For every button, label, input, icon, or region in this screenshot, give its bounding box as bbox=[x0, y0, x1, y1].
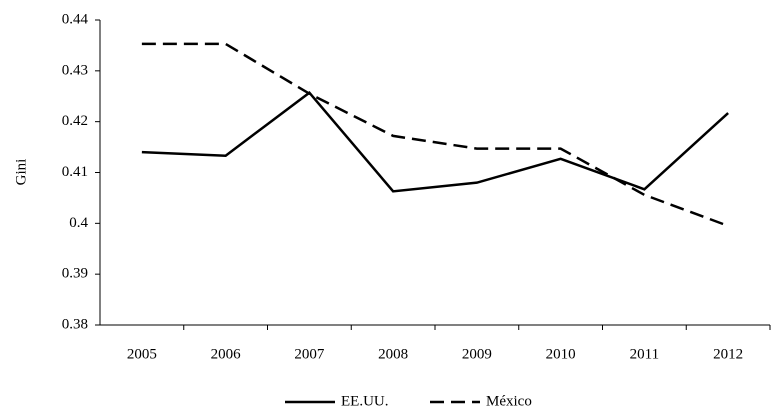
x-tick-label: 2005 bbox=[127, 346, 157, 362]
y-tick-label: 0.39 bbox=[62, 266, 88, 282]
y-tick-label: 0.43 bbox=[62, 62, 88, 78]
y-tick-label: 0.38 bbox=[62, 316, 88, 332]
y-axis-label: Gini bbox=[13, 159, 29, 186]
legend-label: México bbox=[486, 393, 532, 409]
legend-label: EE.UU. bbox=[341, 393, 389, 409]
x-tick-label: 2007 bbox=[294, 346, 325, 362]
y-tick-label: 0.4 bbox=[69, 215, 88, 231]
x-tick-label: 2012 bbox=[713, 346, 743, 362]
series-line bbox=[141, 42, 729, 228]
x-tick-label: 2009 bbox=[462, 346, 492, 362]
x-tick-label: 2006 bbox=[211, 346, 242, 362]
x-tick-label: 2008 bbox=[378, 346, 408, 362]
y-tick-label: 0.44 bbox=[62, 11, 89, 27]
series-line bbox=[141, 90, 729, 193]
y-tick-label: 0.42 bbox=[62, 113, 88, 129]
x-tick-label: 2011 bbox=[630, 346, 659, 362]
y-tick-label: 0.41 bbox=[62, 164, 88, 180]
x-tick-label: 2010 bbox=[546, 346, 576, 362]
